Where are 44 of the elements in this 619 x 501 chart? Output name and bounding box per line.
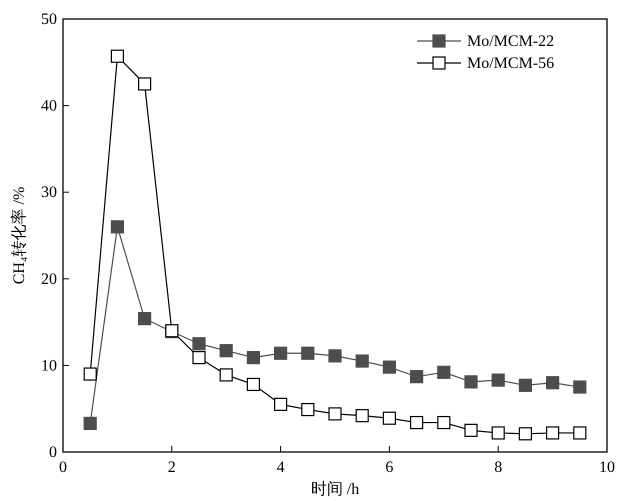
x-axis-title: 时间 /h xyxy=(310,480,360,498)
point xyxy=(356,354,369,368)
point xyxy=(192,351,206,364)
x-tick-label: 2 xyxy=(168,459,176,476)
point xyxy=(464,375,478,388)
point xyxy=(410,416,424,430)
y-tick-label: 40 xyxy=(41,98,57,115)
point xyxy=(192,337,206,350)
point xyxy=(138,312,152,326)
y-tick-label: 50 xyxy=(41,11,57,28)
point xyxy=(437,366,450,379)
point xyxy=(410,370,424,384)
point xyxy=(518,378,532,392)
point xyxy=(246,351,260,364)
legend-label: Mo/MCM-22 xyxy=(467,33,554,50)
point xyxy=(246,378,260,392)
point xyxy=(546,426,560,440)
legend-label: Mo/MCM-56 xyxy=(467,55,554,72)
point xyxy=(301,402,314,416)
point xyxy=(138,77,152,91)
point xyxy=(573,380,586,394)
x-tick-label: 4 xyxy=(276,459,285,476)
point xyxy=(220,344,233,358)
point xyxy=(110,220,124,234)
x-tick-label: 6 xyxy=(385,459,394,476)
point xyxy=(492,426,505,440)
point xyxy=(437,416,450,430)
y-axis-title: CH₄转化率 /% xyxy=(10,186,28,284)
x-tick-label: 8 xyxy=(494,459,502,476)
point xyxy=(546,376,560,390)
y-tick-label: 30 xyxy=(41,184,57,202)
y-tick-label: 10 xyxy=(41,357,57,374)
point xyxy=(220,368,233,382)
y-tick-label: 0 xyxy=(49,444,57,461)
point xyxy=(382,360,396,374)
point xyxy=(274,346,288,360)
point xyxy=(84,416,97,430)
point xyxy=(492,374,505,387)
x-tick-label: 10 xyxy=(599,459,615,476)
point xyxy=(328,407,342,420)
point xyxy=(301,346,314,360)
y-tick-label: 20 xyxy=(41,270,57,288)
point xyxy=(464,424,478,437)
point xyxy=(328,349,342,362)
